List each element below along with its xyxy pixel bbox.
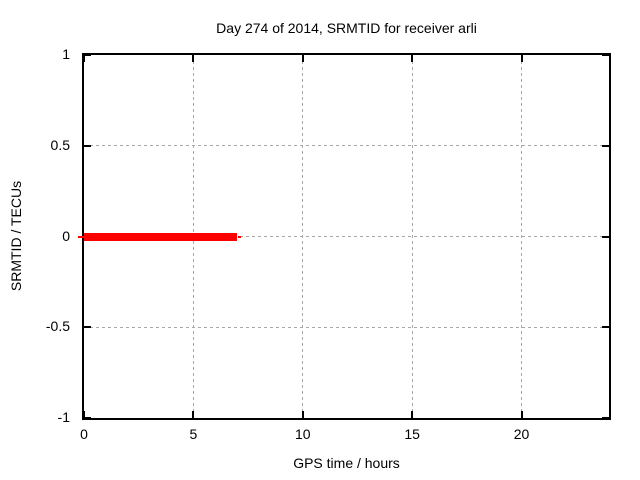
- chart-title: Day 274 of 2014, SRMTID for receiver arl…: [216, 20, 477, 36]
- x-tick-top: [520, 55, 523, 62]
- y-tick-left: [84, 54, 91, 56]
- y-tick-right: [602, 54, 609, 56]
- plot-area: 0 5 10 15 20 1 0.5 0 -0.5 -1: [46, 46, 611, 442]
- y-tick-left: [84, 417, 91, 419]
- y-tick-left: [84, 144, 91, 147]
- x-tick-bottom: [520, 411, 523, 418]
- x-tick-bottom: [301, 411, 304, 418]
- horizontal-gridline: [84, 326, 609, 328]
- series-endcap-left: [78, 235, 84, 238]
- x-tick-label: 10: [294, 426, 311, 442]
- y-tick-label: 0.5: [50, 136, 70, 153]
- x-tick-top: [192, 55, 195, 62]
- y-tick-right: [602, 235, 609, 238]
- y-tick-label: 0: [62, 227, 70, 244]
- x-tick-bottom: [411, 411, 414, 418]
- horizontal-gridline: [84, 236, 609, 237]
- y-tick-right: [602, 417, 609, 419]
- y-tick-label: 1: [62, 46, 70, 62]
- x-tick-label: 5: [189, 426, 198, 442]
- horizontal-gridline: [84, 145, 609, 147]
- series-endcap-right: [238, 235, 242, 238]
- x-axis-label: GPS time / hours: [293, 455, 400, 471]
- x-tick-label: 0: [80, 426, 88, 442]
- x-tick-top: [301, 55, 304, 62]
- x-tick-label: 20: [513, 426, 530, 442]
- series-line: [84, 232, 238, 241]
- x-tick-label: 15: [404, 426, 420, 442]
- y-tick-left: [84, 326, 91, 329]
- x-tick-top: [83, 55, 85, 62]
- x-tick-bottom: [83, 411, 85, 418]
- y-tick-right: [602, 326, 609, 329]
- x-tick-top: [411, 55, 414, 62]
- y-tick-label: -0.5: [45, 318, 70, 335]
- x-tick-bottom: [192, 411, 195, 418]
- y-tick-label: -1: [57, 409, 70, 425]
- y-tick-right: [602, 144, 609, 147]
